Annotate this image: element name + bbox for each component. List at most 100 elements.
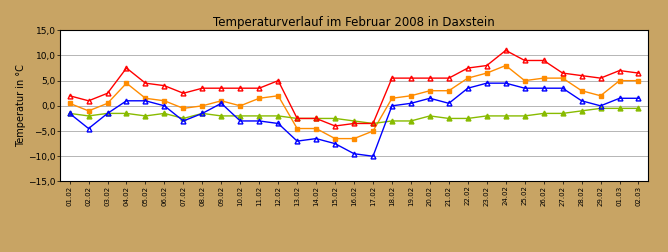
Tm <box>236 104 244 107</box>
Tmin <box>142 99 150 102</box>
Tm <box>331 137 339 140</box>
Tm 1961 - 90 <box>464 117 472 120</box>
Tmax <box>502 49 510 52</box>
Tm 1961 - 90 <box>615 107 623 110</box>
Tm 1961 - 90 <box>85 114 93 117</box>
Tmin <box>65 112 73 115</box>
Tmax <box>615 69 623 72</box>
Tmin <box>85 127 93 130</box>
Tm <box>388 97 396 100</box>
Tm 1961 - 90 <box>502 114 510 117</box>
Tmin <box>331 142 339 145</box>
Tm <box>85 109 93 112</box>
Tmin <box>180 119 188 122</box>
Tm <box>217 99 225 102</box>
Tm <box>540 77 548 80</box>
Tmin <box>217 102 225 105</box>
Tm <box>312 127 320 130</box>
Tmax <box>520 59 528 62</box>
Tmin <box>502 82 510 85</box>
Tmax <box>540 59 548 62</box>
Tmin <box>293 140 301 143</box>
Line: Tmax: Tmax <box>67 48 641 129</box>
Tm <box>445 89 453 92</box>
Tm <box>578 89 586 92</box>
Tmax <box>635 72 643 75</box>
Tm 1961 - 90 <box>217 114 225 117</box>
Tmin <box>198 112 206 115</box>
Line: Tmin: Tmin <box>67 81 641 159</box>
Tm 1961 - 90 <box>445 117 453 120</box>
Tmin <box>388 104 396 107</box>
Tmax <box>122 67 130 70</box>
Tmin <box>520 87 528 90</box>
Tm 1961 - 90 <box>255 114 263 117</box>
Tmax <box>236 87 244 90</box>
Tmax <box>65 94 73 97</box>
Tm 1961 - 90 <box>407 119 415 122</box>
Tm 1961 - 90 <box>160 112 168 115</box>
Tm 1961 - 90 <box>388 119 396 122</box>
Tm <box>502 64 510 67</box>
Tmin <box>369 155 377 158</box>
Tmin <box>558 87 566 90</box>
Tm 1961 - 90 <box>65 112 73 115</box>
Tm <box>369 130 377 133</box>
Tm <box>464 77 472 80</box>
Tmax <box>160 84 168 87</box>
Tm <box>142 97 150 100</box>
Tmax <box>85 99 93 102</box>
Tm <box>483 72 491 75</box>
Tmax <box>369 122 377 125</box>
Tmax <box>578 74 586 77</box>
Tm 1961 - 90 <box>274 114 282 117</box>
Tmax <box>293 117 301 120</box>
Tmax <box>198 87 206 90</box>
Tmax <box>274 79 282 82</box>
Tm 1961 - 90 <box>369 122 377 125</box>
Tmax <box>312 117 320 120</box>
Tm <box>520 79 528 82</box>
Tm 1961 - 90 <box>293 117 301 120</box>
Tm 1961 - 90 <box>312 117 320 120</box>
Tm 1961 - 90 <box>236 114 244 117</box>
Tm 1961 - 90 <box>180 117 188 120</box>
Tmin <box>635 97 643 100</box>
Tm <box>558 77 566 80</box>
Tmin <box>350 152 358 155</box>
Tmin <box>483 82 491 85</box>
Tmin <box>274 122 282 125</box>
Tmax <box>388 77 396 80</box>
Tm 1961 - 90 <box>198 112 206 115</box>
Tmax <box>558 72 566 75</box>
Tmin <box>236 119 244 122</box>
Tmin <box>445 102 453 105</box>
Tmax <box>331 124 339 128</box>
Tm <box>426 89 434 92</box>
Tmin <box>255 119 263 122</box>
Tmax <box>217 87 225 90</box>
Tm 1961 - 90 <box>540 112 548 115</box>
Tm <box>255 97 263 100</box>
Tmax <box>104 92 112 95</box>
Tm <box>635 79 643 82</box>
Tm 1961 - 90 <box>142 114 150 117</box>
Tm <box>160 99 168 102</box>
Tmax <box>483 64 491 67</box>
Tmax <box>350 122 358 125</box>
Tm <box>597 94 605 97</box>
Tm 1961 - 90 <box>520 114 528 117</box>
Tm <box>104 102 112 105</box>
Tmax <box>445 77 453 80</box>
Tm <box>293 127 301 130</box>
Tmax <box>407 77 415 80</box>
Tm <box>350 137 358 140</box>
Line: Tm: Tm <box>67 63 641 141</box>
Tm 1961 - 90 <box>483 114 491 117</box>
Tmin <box>540 87 548 90</box>
Tmin <box>578 99 586 102</box>
Tm <box>122 82 130 85</box>
Tmin <box>104 112 112 115</box>
Tmax <box>142 82 150 85</box>
Tmin <box>615 97 623 100</box>
